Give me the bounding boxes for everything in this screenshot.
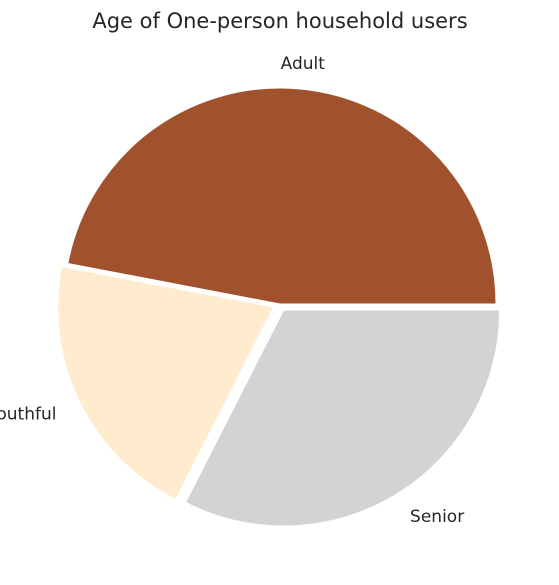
chart-title: Age of One-person household users (92, 9, 467, 33)
pie-slice-youthful (57, 266, 275, 501)
pie-label-adult: Adult (281, 54, 326, 74)
pie-slice-senior (184, 309, 501, 527)
pie-labels: Adult Youthful Senior (0, 54, 464, 527)
pie-label-senior: Senior (410, 507, 464, 527)
pie-label-youthful: Youthful (0, 405, 56, 425)
pie-slices (57, 87, 501, 527)
pie-slice-adult (67, 87, 497, 305)
